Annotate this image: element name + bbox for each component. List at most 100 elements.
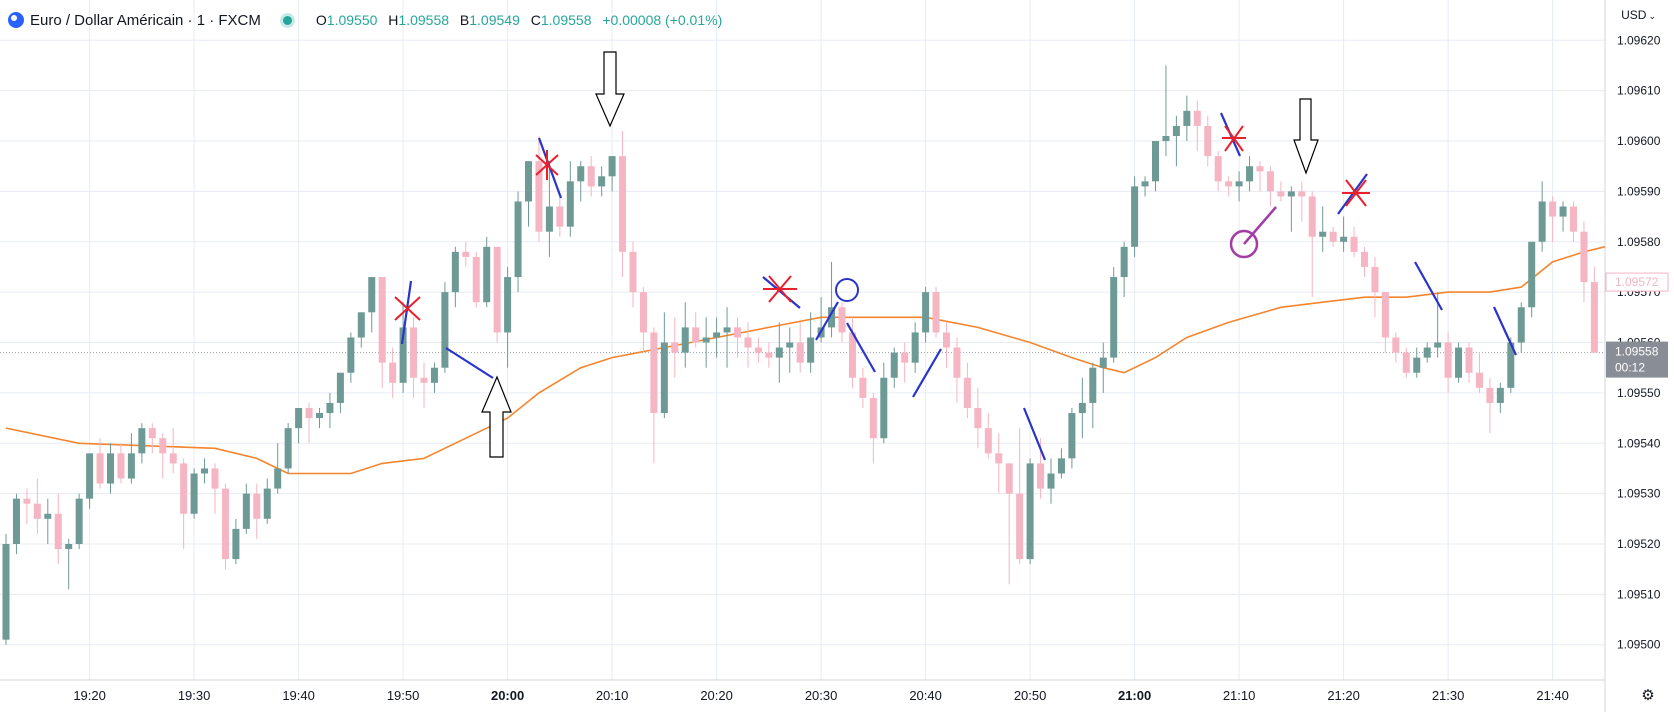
candle-up [566, 161, 574, 237]
trend-line[interactable] [846, 322, 876, 373]
trend-line[interactable] [815, 301, 839, 341]
candle-body [1172, 125, 1180, 136]
candle-body [1350, 236, 1358, 252]
currency-selector[interactable]: USD ⌄ [1621, 8, 1656, 22]
candle-body [1026, 463, 1034, 560]
candle-body [1308, 196, 1316, 237]
symbol-title[interactable]: Euro / Dollar Américain · 1 · FXCM [30, 11, 261, 29]
trend-line[interactable] [1022, 407, 1047, 461]
trend-line[interactable] [400, 280, 413, 345]
price-axis[interactable]: 1.09500 1.09510 1.09520 1.09530 1.09540 1.095… [1605, 33, 1669, 652]
ohlc-high-value: 1.09558 [398, 12, 450, 28]
market-status-icon[interactable] [282, 15, 292, 25]
candle-down [744, 322, 752, 368]
candle-body [692, 327, 700, 343]
time-tick-label: 20:30 [805, 688, 838, 703]
candle-body [326, 402, 334, 414]
trend-line[interactable] [1493, 306, 1517, 356]
user-drawings[interactable] [394, 51, 1517, 461]
circle-marker[interactable] [835, 278, 859, 302]
candle-down [671, 317, 679, 378]
candle-body [1120, 246, 1128, 278]
candle-body [545, 206, 553, 232]
candle-down [1570, 201, 1577, 242]
candle-body [566, 181, 574, 227]
candle-down [1225, 176, 1233, 197]
candle-body [1047, 473, 1055, 489]
candle-body [869, 397, 877, 439]
moving-average-line [5, 246, 1605, 475]
time-tick-label: 20:10 [596, 688, 629, 703]
candle-body [514, 201, 522, 278]
candle-up [890, 347, 898, 388]
candle-up [1047, 458, 1055, 504]
candle-body [984, 428, 992, 454]
candle-down [1590, 266, 1598, 353]
candle-body [1549, 201, 1557, 217]
circle-marker[interactable] [1229, 206, 1277, 259]
candle-up [1026, 458, 1034, 565]
candle-body [1329, 231, 1337, 242]
arrow-down-marker[interactable] [1293, 98, 1319, 175]
price-tick-label: 1.09580 [1617, 235, 1661, 249]
candle-down [1580, 221, 1588, 303]
candle-down [587, 156, 595, 197]
candle-up [525, 161, 532, 227]
candle-up [1319, 206, 1327, 252]
trend-line[interactable] [1414, 261, 1443, 311]
arrow-down-marker[interactable] [595, 51, 625, 128]
cross-marker[interactable] [1342, 179, 1370, 207]
candle-body [974, 408, 982, 429]
candle-body [316, 413, 323, 419]
candlestick-series [2, 65, 1598, 645]
candle-up [1287, 186, 1295, 232]
cross-stroke [1345, 179, 1367, 207]
candle-body [138, 428, 146, 454]
candle-down [305, 402, 313, 444]
candle-body [221, 488, 229, 560]
candle-body [786, 342, 794, 348]
candle-body [1507, 342, 1515, 388]
candle-down [754, 337, 762, 363]
time-tick-label: 21:10 [1223, 688, 1256, 703]
candle-up [368, 277, 376, 333]
trend-line[interactable] [912, 348, 942, 398]
currency-label: USD [1621, 8, 1647, 22]
candle-up [1131, 176, 1139, 257]
candle-down [221, 483, 229, 570]
cross-marker[interactable] [394, 296, 421, 321]
candle-down [1475, 352, 1483, 393]
candle-up [430, 362, 438, 393]
time-axis[interactable]: 19:20 19:30 19:40 19:50 20:00 20:10 20:20 20:30… [73, 688, 1569, 703]
candle-up [922, 287, 930, 343]
candle-body [828, 307, 836, 328]
trend-line[interactable] [445, 347, 494, 379]
candle-body [107, 453, 114, 484]
settings-gear-icon[interactable]: ⚙ [1641, 687, 1655, 704]
candle-up [1183, 95, 1191, 142]
candle-down [389, 347, 397, 398]
arrow-up-marker[interactable] [481, 375, 512, 458]
candle-body [1131, 186, 1139, 247]
cross-marker[interactable] [763, 275, 797, 303]
price-tick-label: 1.09500 [1617, 638, 1661, 652]
candle-body [650, 332, 658, 414]
candle-body [86, 453, 94, 499]
cross-marker[interactable] [535, 150, 559, 180]
candle-body [1287, 191, 1295, 197]
candle-body [1214, 156, 1222, 182]
candle-body [263, 488, 271, 519]
cross-marker[interactable] [1222, 125, 1246, 152]
candle-down [378, 277, 386, 388]
candle-body [1319, 231, 1327, 237]
time-tick-label: 21:40 [1536, 688, 1569, 703]
trend-line[interactable] [762, 276, 801, 309]
last-price-tag [1606, 341, 1668, 378]
candle-body [1402, 352, 1410, 373]
candle-body [1016, 493, 1024, 560]
candle-body [660, 342, 668, 414]
candle-body [525, 161, 532, 202]
ohlc-legend: O1.09550 H1.09558 B1.09549 C1.09558 +0.0… [316, 12, 729, 28]
